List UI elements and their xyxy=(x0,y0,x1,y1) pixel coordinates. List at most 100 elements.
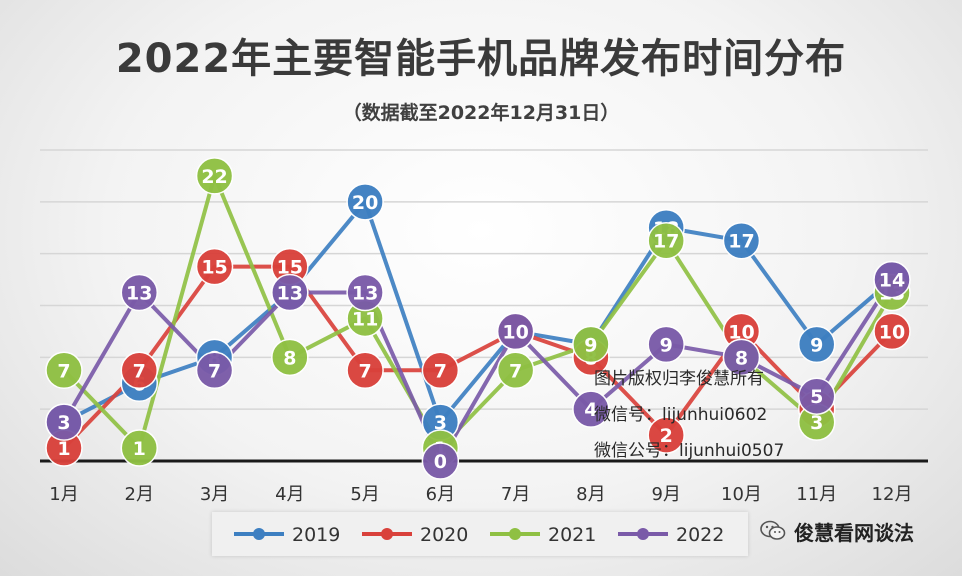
data-label: 8 xyxy=(283,347,296,369)
data-label: 7 xyxy=(133,360,146,382)
grid-lines xyxy=(40,149,928,463)
point-marker xyxy=(647,221,685,260)
legend: 2019 2020 2021 2022 xyxy=(234,524,724,546)
data-point-2020: 10 xyxy=(722,312,761,351)
data-label: 3 xyxy=(810,412,823,434)
data-label: 7 xyxy=(57,360,70,382)
data-point-2020: 7 xyxy=(421,351,460,390)
point-marker xyxy=(120,429,159,467)
data-point-2022: 14 xyxy=(873,260,911,299)
legend-label: 2020 xyxy=(420,524,468,546)
data-point-2022: 4 xyxy=(572,390,610,428)
data-label: 10 xyxy=(879,321,905,343)
legend-label: 2021 xyxy=(548,524,596,546)
data-point-2019: 20 xyxy=(346,183,384,221)
data-point-2022: 13 xyxy=(271,273,309,312)
data-label: 15 xyxy=(201,257,227,279)
x-axis-labels: 1月 2月 3月 4月 5月 6月 7月 8月 9月 10月 11月 12月 xyxy=(49,484,912,505)
data-point-2020: 2 xyxy=(647,416,685,454)
point-marker xyxy=(195,157,234,195)
data-point-2022: 7 xyxy=(195,351,234,390)
data-point-2020: 10 xyxy=(873,312,911,351)
data-label: 7 xyxy=(434,360,447,382)
point-marker xyxy=(873,260,911,299)
data-label: 4 xyxy=(584,399,597,421)
point-marker xyxy=(572,325,610,364)
x-tick-label: 7月 xyxy=(501,484,530,505)
point-marker xyxy=(496,312,535,351)
legend-entry-2021: 2021 xyxy=(490,524,596,546)
data-label: 8 xyxy=(735,347,748,369)
data-point-2019: 9 xyxy=(797,325,836,364)
data-label: 1 xyxy=(57,438,70,460)
data-label: 3 xyxy=(57,412,70,434)
data-label: 10 xyxy=(728,321,754,343)
data-label: 17 xyxy=(653,231,679,253)
x-tick-label: 9月 xyxy=(651,484,680,505)
data-point-2020: 15 xyxy=(195,247,234,286)
point-marker xyxy=(271,273,309,312)
watermark-line-2: 微信号：lijunhui0602 xyxy=(594,405,768,425)
x-tick-label: 3月 xyxy=(200,484,229,505)
point-marker xyxy=(346,351,384,390)
data-point-2020: 7 xyxy=(346,351,384,390)
data-label: 9 xyxy=(810,334,823,356)
data-label: 7 xyxy=(509,360,522,382)
data-label: 20 xyxy=(352,192,378,214)
x-tick-label: 8月 xyxy=(576,484,605,505)
x-tick-label: 6月 xyxy=(426,484,455,505)
data-label: 14 xyxy=(879,270,905,292)
x-tick-label: 5月 xyxy=(350,484,379,505)
data-label: 3 xyxy=(434,412,447,434)
data-label: 7 xyxy=(208,360,221,382)
legend-label: 2019 xyxy=(292,524,340,546)
point-marker xyxy=(647,325,685,364)
chart-title: 2022年主要智能手机品牌发布时间分布 xyxy=(115,36,847,82)
data-label: 2 xyxy=(660,425,673,447)
series-lines xyxy=(62,173,894,463)
data-point-2022: 13 xyxy=(346,273,384,312)
legend-marker xyxy=(253,528,265,540)
x-tick-label: 12月 xyxy=(872,484,913,505)
point-marker xyxy=(45,351,83,390)
x-tick-label: 11月 xyxy=(796,484,837,505)
point-marker xyxy=(647,416,685,454)
legend-entry-2022: 2022 xyxy=(618,524,724,546)
data-point-2020: 1 xyxy=(45,429,83,467)
legend-marker xyxy=(637,528,649,540)
brand: 俊慧看网谈法 xyxy=(760,516,914,546)
legend-entry-2019: 2019 xyxy=(234,524,340,546)
data-point-2022: 5 xyxy=(797,377,836,415)
point-marker xyxy=(45,403,83,441)
data-label: 7 xyxy=(358,360,371,382)
x-tick-label: 2月 xyxy=(125,484,154,505)
data-point-2021: 11 xyxy=(346,299,384,338)
data-label: 1 xyxy=(133,438,146,460)
data-label: 15 xyxy=(277,257,303,279)
point-marker xyxy=(797,377,836,415)
chart-subtitle: （数据截至2022年12月31日） xyxy=(342,102,620,124)
data-point-2021: 7 xyxy=(45,351,83,390)
x-tick-label: 10月 xyxy=(721,484,762,505)
legend-marker xyxy=(509,528,521,540)
point-marker xyxy=(873,312,911,351)
watermark-line-3: 微信公号：lijunhui0507 xyxy=(594,441,785,461)
data-point-2019: 17 xyxy=(722,221,761,260)
data-point-2022: 9 xyxy=(647,325,685,364)
data-point-2019: 3 xyxy=(421,403,460,441)
point-marker xyxy=(120,273,159,312)
point-marker xyxy=(195,351,234,390)
point-marker xyxy=(271,338,309,377)
data-label: 22 xyxy=(201,166,227,188)
data-point-2020: 15 xyxy=(271,247,309,286)
watermark-line-1: 图片版权归李俊慧所有 xyxy=(594,369,764,389)
point-marker xyxy=(346,183,384,221)
legend-entry-2020: 2020 xyxy=(362,524,468,546)
legend-marker xyxy=(381,528,393,540)
data-point-2021: 9 xyxy=(572,325,610,364)
point-marker xyxy=(120,351,159,390)
point-marker xyxy=(421,351,460,390)
data-point-2021: 1 xyxy=(120,429,159,467)
data-label: 17 xyxy=(728,231,754,253)
